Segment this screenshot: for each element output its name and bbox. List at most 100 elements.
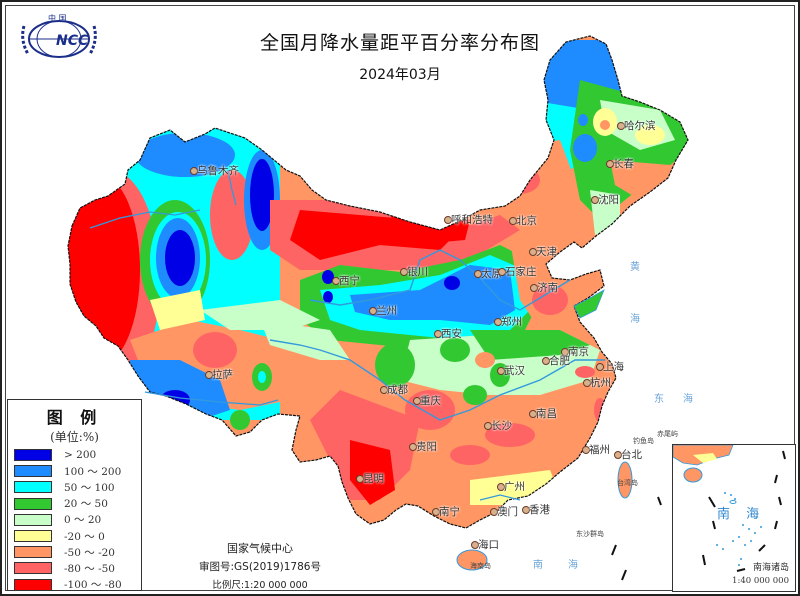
city-marker-icon <box>498 268 506 276</box>
inset-scale: 1:40 000 000 <box>732 576 789 586</box>
city-marker-icon <box>413 397 421 405</box>
city-label: 福州 <box>589 444 610 456</box>
city-marker-icon <box>434 330 442 338</box>
city-marker-icon <box>369 307 377 315</box>
city-marker-icon <box>484 422 492 430</box>
city-marker-icon <box>356 475 364 483</box>
island-label: 赤尾屿 <box>657 430 678 438</box>
legend-unit: (单位:%) <box>50 430 99 444</box>
legend-label: 0 ～ 20 <box>64 514 102 527</box>
city-label: 南京 <box>568 346 589 358</box>
city-label: 重庆 <box>420 395 441 407</box>
city-label: 银川 <box>407 266 428 278</box>
city-label: 太原 <box>481 268 502 280</box>
legend-title: 图 例 <box>46 408 103 427</box>
legend-label: -100 ～ -80 <box>64 579 122 592</box>
city-label: 拉萨 <box>212 369 233 381</box>
city-label: 武汉 <box>504 365 525 377</box>
legend-swatch <box>14 530 52 543</box>
city-marker-icon <box>542 357 550 365</box>
legend-swatch <box>14 546 52 559</box>
sea-label: 黄 <box>630 262 640 273</box>
city-marker-icon <box>596 363 604 371</box>
city-marker-icon <box>205 371 213 379</box>
map-frame-inner <box>5 5 795 591</box>
map-title: 全国月降水量距平百分率分布图 <box>259 32 540 54</box>
city-label: 郑州 <box>501 316 522 328</box>
svg-text:NCC: NCC <box>56 33 89 49</box>
legend-item: 20 ～ 50 <box>8 496 141 512</box>
city-label: 哈尔滨 <box>624 120 656 132</box>
city-marker-icon <box>529 248 537 256</box>
city-marker-icon <box>380 386 388 394</box>
city-label: 南宁 <box>439 506 460 518</box>
legend: 图 例 (单位:%) > 200 100 ～ 200 50 ～ 100 20 ～ 50… <box>7 399 142 591</box>
city-label: 乌鲁木齐 <box>197 165 239 177</box>
legend-item: 50 ～ 100 <box>8 479 141 495</box>
city-label: 合肥 <box>549 355 570 367</box>
map-date: 2024年03月 <box>359 67 441 83</box>
legend-label: > 200 <box>64 449 97 462</box>
city-marker-icon <box>490 508 498 516</box>
legend-label: 100 ～ 200 <box>64 465 122 478</box>
city-label: 海口 <box>478 539 499 551</box>
city-label: 台北 <box>621 449 642 461</box>
sea-label: 南 <box>533 560 543 571</box>
legend-item: 100 ～ 200 <box>8 463 141 479</box>
city-label: 澳门 <box>497 506 518 518</box>
city-label: 长春 <box>613 158 634 170</box>
island-label: 钓鱼岛 <box>633 437 654 445</box>
city-label: 北京 <box>516 215 537 227</box>
legend-label: 20 ～ 50 <box>64 498 108 511</box>
inset-sea-label: 南 海 <box>717 507 766 522</box>
legend-swatch <box>14 578 52 591</box>
city-label: 成都 <box>387 384 408 396</box>
svg-text:中 国: 中 国 <box>48 13 67 23</box>
city-marker-icon <box>432 508 440 516</box>
city-marker-icon <box>561 348 569 356</box>
south-china-sea-inset: 南 海 南海诸岛 1:40 000 000 <box>672 444 796 592</box>
legend-item: -100 ～ -80 <box>8 577 141 593</box>
city-label: 西宁 <box>339 275 360 287</box>
city-label: 天津 <box>536 246 557 258</box>
credits: 国家气候中心 审图号:GS(2019)1786号 比例尺:1:20 000 00… <box>160 540 360 591</box>
city-label: 济南 <box>537 282 558 294</box>
city-label: 昆明 <box>363 473 384 485</box>
city-marker-icon <box>522 506 530 514</box>
legend-label: 50 ～ 100 <box>64 481 115 494</box>
city-label: 南昌 <box>536 408 557 420</box>
city-marker-icon <box>582 446 590 454</box>
credits-org: 国家气候中心 <box>227 542 293 555</box>
city-marker-icon <box>606 160 614 168</box>
city-label: 石家庄 <box>505 266 537 278</box>
city-marker-icon <box>583 379 591 387</box>
city-marker-icon <box>471 541 479 549</box>
city-marker-icon <box>509 217 517 225</box>
legend-label: -50 ～ -20 <box>64 546 115 559</box>
city-marker-icon <box>444 216 452 224</box>
sea-label: 海 <box>683 394 693 405</box>
city-label: 杭州 <box>590 377 611 389</box>
credits-scale: 比例尺:1:20 000 000 <box>212 580 308 591</box>
city-marker-icon <box>190 167 198 175</box>
legend-swatch <box>14 497 52 510</box>
city-marker-icon <box>332 277 340 285</box>
city-label: 西安 <box>441 328 462 340</box>
city-marker-icon <box>409 443 417 451</box>
city-label: 香港 <box>529 504 550 516</box>
island-label: 台湾岛 <box>617 479 638 487</box>
city-label: 上海 <box>603 361 624 373</box>
city-marker-icon <box>497 483 505 491</box>
legend-swatch <box>14 449 52 462</box>
city-marker-icon <box>617 122 625 130</box>
sea-label: 海 <box>568 560 578 571</box>
legend-swatch <box>14 481 52 494</box>
city-marker-icon <box>529 410 537 418</box>
legend-label: -20 ～ 0 <box>64 530 105 543</box>
city-label: 沈阳 <box>598 194 619 206</box>
legend-label: -80 ～ -50 <box>64 562 115 575</box>
city-marker-icon <box>474 270 482 278</box>
legend-item: 0 ～ 20 <box>8 512 141 528</box>
inset-islands-label: 南海诸岛 <box>752 563 789 573</box>
legend-item: > 200 <box>8 447 141 463</box>
